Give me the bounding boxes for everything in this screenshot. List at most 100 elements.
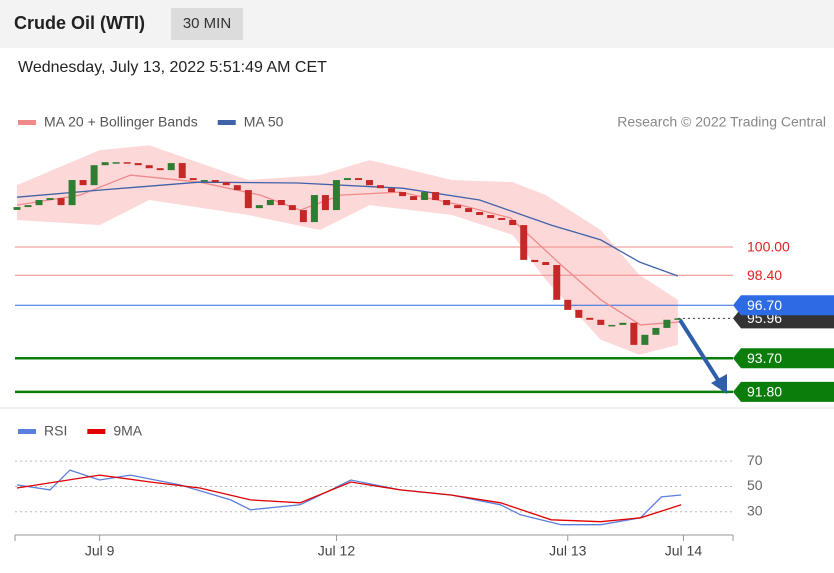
candle [443,200,451,206]
candle [487,215,495,219]
timeframe[interactable]: 30 MIN [183,15,231,32]
level-label: 93.70 [747,350,782,366]
candle [68,180,76,206]
y-tick-label: 50 [747,477,763,493]
moving-average [16,174,682,326]
candle [200,180,208,182]
candle [211,180,219,183]
candle [575,309,583,318]
candle [101,162,109,166]
candle [189,178,197,181]
legend-swatch [18,120,36,125]
candle [465,208,473,213]
candle [586,317,594,320]
candle [299,210,307,223]
candle [365,180,373,186]
x-tick-label: Jul 14 [665,543,703,559]
arrow-shaft [678,318,722,385]
candle [652,327,660,335]
candle [531,259,539,263]
rsi-line [16,474,682,523]
header-bar [0,0,834,48]
level-label: 91.80 [747,384,782,400]
rsi-panel: RSI 9MA 70 50 30 Jul 9 Jul 12 Jul 13 Jul 14 [14,423,763,559]
legend-label: MA 50 [244,114,284,130]
y-tick-label: 30 [747,503,763,519]
candle [134,163,142,166]
candle [288,205,296,211]
candle [674,318,682,320]
candle [553,265,561,300]
candle [167,163,175,171]
candle [399,192,407,197]
arrow-head [711,374,727,394]
candle [476,212,484,216]
candle [255,205,263,209]
legend-swatch [217,120,236,125]
legend-label: MA 20 + Bollinger Bands [44,114,198,130]
x-tick-label: Jul 12 [318,543,356,559]
candle [343,178,351,181]
candle [564,299,572,310]
candle [46,198,54,201]
timestamp: Wednesday, July 13, 2022 5:51:49 AM CET [18,59,327,76]
legend-swatch [18,429,36,434]
candle [354,178,362,181]
candle [123,162,131,164]
candle [454,205,462,209]
candle [244,190,252,209]
candle [498,218,506,220]
level-label: 100.00 [747,239,790,255]
candle [57,198,65,206]
candle [410,196,418,201]
legend-swatch [87,429,106,434]
level-tag [733,381,834,402]
candle [619,322,627,325]
rsi-line [16,469,682,526]
candle [156,168,164,171]
moving-average [16,181,679,277]
x-tick-label: Jul 9 [85,543,115,559]
candle [266,200,274,206]
candle [432,192,440,201]
candle [641,334,649,345]
candle [90,165,98,186]
candle [542,262,550,266]
x-tick-label: Jul 13 [549,543,587,559]
candle [608,324,616,327]
level-tag [733,348,834,369]
candle [178,163,186,179]
candle [145,165,153,169]
candle [377,185,385,189]
level-tag [733,295,834,316]
candle [663,319,671,328]
candle [520,225,528,260]
candle [321,195,329,211]
candle [388,188,396,193]
candle [79,180,87,186]
candle [24,205,32,208]
price-panel: MA 20 + Bollinger Bands MA 50 Research © 2… [13,114,834,402]
legend-label: 9MA [113,423,142,439]
level-label: 96.70 [747,297,782,313]
candle [277,200,285,206]
bollinger-band [17,145,678,355]
title: Crude Oil (WTI) [14,13,145,33]
candle [222,182,230,186]
candle [13,207,21,210]
candle [421,192,429,201]
y-tick-label: 70 [747,452,763,468]
level-label: 98.40 [747,267,782,283]
candle [35,200,43,206]
candle [509,219,517,226]
candle [597,319,605,325]
candle [112,162,120,164]
source: Research © 2022 Trading Central [617,114,826,130]
candle [233,185,241,191]
candle [310,195,318,223]
candle [630,322,638,345]
timeframe-button[interactable] [171,8,243,40]
candle [332,180,340,211]
